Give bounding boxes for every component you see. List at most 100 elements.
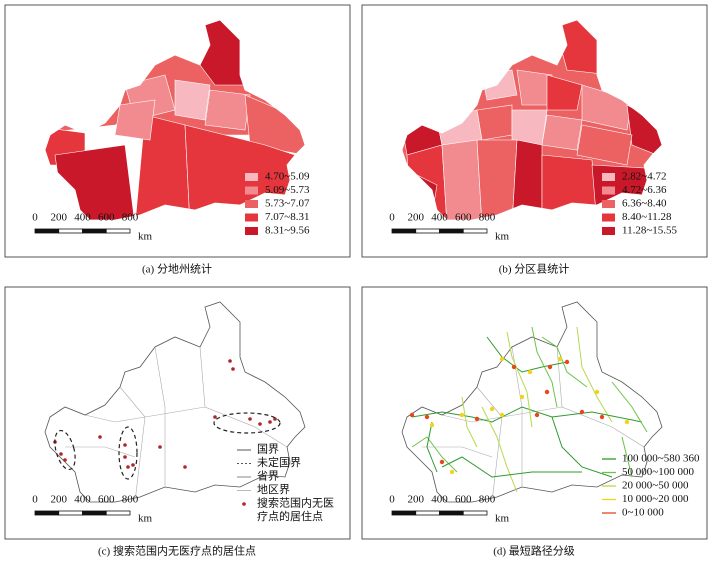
legend-swatch: [602, 200, 615, 208]
scale-unit: km: [495, 513, 510, 525]
scale-segment: [462, 510, 488, 516]
hotspot: [439, 459, 445, 465]
panel: 4.70~5.095.09~5.73 5.73~7.077.07~8.31 8.31…: [4, 4, 351, 258]
region: [436, 109, 483, 146]
scale-segment: [415, 228, 440, 234]
legend-swatch: [602, 173, 615, 181]
scale-label: 200: [51, 212, 68, 224]
scale-segment: [82, 510, 107, 516]
scale-segment: [34, 228, 60, 234]
hotspot: [599, 414, 605, 420]
hotspot: [594, 389, 600, 395]
scale-label: 800: [479, 494, 496, 506]
legend-label: 100 000~580 360: [622, 453, 700, 465]
hotspot: [499, 356, 505, 362]
route: [411, 436, 458, 473]
legend-label: 4.72~6.36: [622, 184, 667, 196]
settlement-dot: [248, 417, 252, 421]
border: [422, 446, 493, 458]
border: [199, 346, 288, 448]
route: [621, 436, 633, 478]
legend-label: 省界: [257, 470, 279, 483]
legend-swatch: [245, 186, 258, 195]
hotspot: [474, 416, 480, 422]
hotspot: [459, 412, 465, 418]
legend-label: 疗点的居住点: [257, 509, 323, 523]
settlement-dot: [183, 465, 187, 469]
legend-label: 地区界: [257, 483, 290, 496]
legend-label: 未定国界: [257, 455, 301, 469]
border: [84, 406, 206, 423]
legend-dot: [242, 502, 246, 506]
scale-label: 400: [74, 212, 91, 224]
legend-label: 4.70~5.09: [265, 171, 310, 183]
scale-label: 600: [455, 212, 472, 224]
border: [441, 406, 563, 423]
settlement-dot: [213, 415, 217, 419]
settlement-dot: [59, 452, 63, 456]
legend-swatch: [245, 227, 258, 235]
legend-label: 5.09~5.73: [265, 184, 310, 196]
scale-segment: [82, 228, 107, 234]
scale-unit: km: [495, 231, 510, 243]
region: [476, 104, 513, 141]
hotspot: [579, 409, 585, 415]
hotspot: [449, 469, 455, 475]
scale-label: 400: [431, 212, 448, 224]
scale-label: 200: [408, 494, 425, 506]
route: [506, 331, 533, 428]
panel-frame: [361, 4, 708, 258]
search-ellipse: [118, 426, 138, 480]
region: [546, 74, 583, 111]
legend-label: 50 000~100 000: [622, 466, 694, 478]
region: [576, 124, 633, 166]
legend-swatch: [245, 173, 258, 181]
border: [154, 346, 166, 487]
scale-label: 600: [455, 494, 472, 506]
legend-label: 搜索范围内无医: [257, 496, 334, 510]
settlement-dot: [228, 359, 232, 363]
route: [461, 396, 478, 448]
scale-unit: km: [138, 231, 153, 243]
route: [576, 326, 613, 423]
region: [174, 79, 211, 121]
region: [511, 139, 543, 220]
scale-segment: [391, 510, 417, 516]
scale-label: 600: [98, 494, 115, 506]
scale-segment: [462, 228, 488, 234]
panel-caption: (d) 最短路径分级: [493, 544, 575, 558]
region: [481, 69, 518, 101]
border: [65, 446, 136, 458]
scale-label: 400: [74, 494, 91, 506]
panel: 2.82~4.724.72~6.36 6.36~8.408.40~11.28 11.…: [361, 4, 708, 258]
settlement-dot: [273, 417, 277, 421]
route: [411, 406, 643, 423]
settlement-dot: [158, 445, 162, 449]
settlement-dot: [268, 420, 272, 424]
map: [401, 301, 663, 503]
settlement-dot: [131, 463, 135, 467]
hotspot: [624, 419, 630, 425]
legend-label: 20 000~50 000: [622, 480, 689, 492]
scale-label: 0: [389, 212, 395, 224]
legend-label: 5.73~7.07: [265, 198, 310, 210]
region: [476, 139, 518, 220]
hotspot: [557, 356, 563, 362]
route: [441, 456, 582, 478]
settlement-dot: [126, 465, 130, 469]
legend-label: 11.28~15.55: [622, 225, 678, 237]
legend-label: 国界: [257, 443, 279, 456]
search-ellipse: [213, 412, 281, 434]
settlement-dot: [63, 458, 67, 462]
search-ellipse: [54, 429, 76, 471]
scale-segment: [105, 510, 131, 516]
scale-label: 400: [431, 494, 448, 506]
legend-swatch: [602, 186, 615, 195]
legend-swatch: [602, 227, 615, 235]
scale-label: 600: [98, 212, 115, 224]
region: [441, 139, 483, 220]
settlement-dot: [231, 367, 235, 371]
hotspot: [489, 406, 495, 412]
scale-segment: [391, 228, 417, 234]
